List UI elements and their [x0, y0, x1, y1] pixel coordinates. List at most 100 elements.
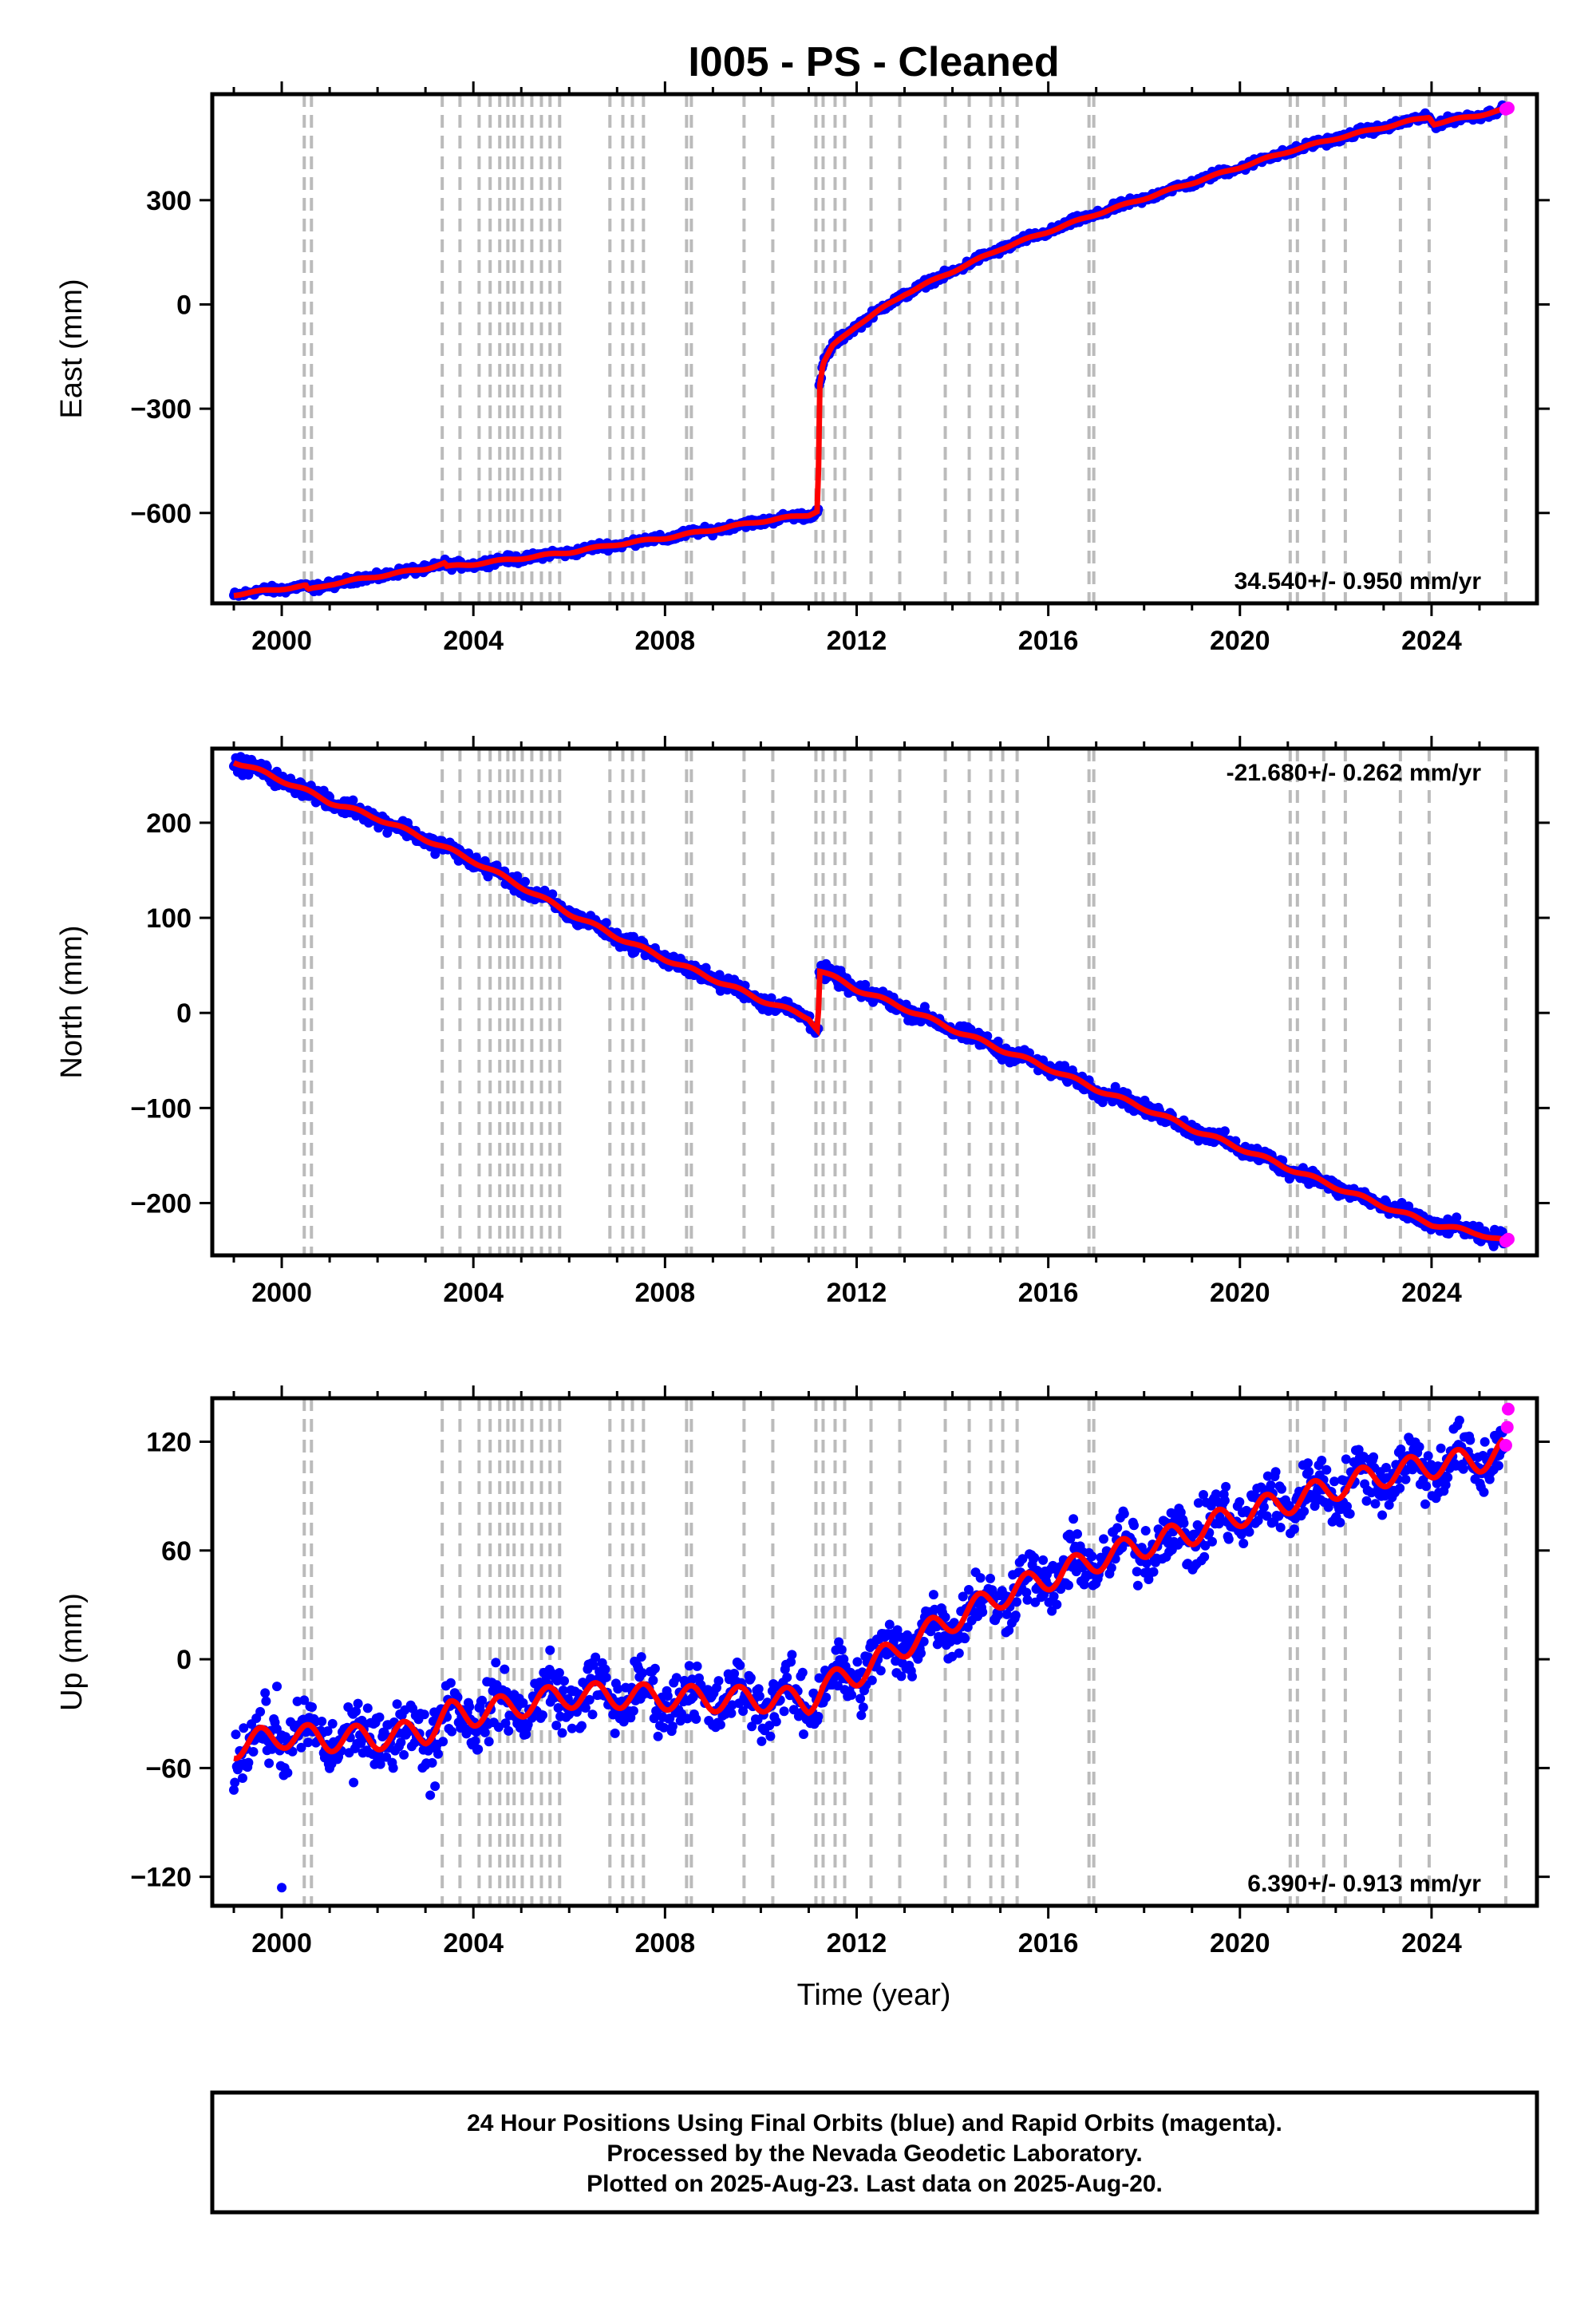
data-point: [374, 1712, 385, 1722]
data-point: [814, 1673, 824, 1683]
data-point: [551, 1721, 562, 1730]
data-point: [1219, 1126, 1230, 1136]
y-tick-label: −600: [130, 499, 192, 529]
figure-title: I005 - PS - Cleaned: [688, 39, 1059, 85]
data-point: [1440, 1480, 1451, 1490]
data-point: [1329, 1476, 1340, 1487]
data-point: [1110, 1081, 1120, 1092]
data-point: [1029, 1552, 1040, 1563]
data-point: [618, 1717, 629, 1727]
data-point: [1369, 1452, 1379, 1462]
data-point: [388, 1763, 398, 1773]
data-point: [684, 1661, 694, 1671]
data-point: [1465, 1435, 1476, 1445]
data-point: [553, 1703, 563, 1713]
data-point: [986, 1573, 995, 1583]
data-point: [786, 1657, 796, 1667]
data-point: [858, 1702, 868, 1713]
data-point: [1284, 1500, 1294, 1511]
east-panel: 2000 2004 2008 2012 2016 2020 2024 −600 −300 0 300…: [55, 81, 1550, 656]
data-point: [788, 1705, 799, 1715]
data-point: [757, 1736, 767, 1746]
data-point: [567, 1723, 577, 1733]
data-point: [1199, 1490, 1208, 1500]
data-point: [1384, 1500, 1394, 1510]
data-point: [726, 1708, 737, 1718]
data-point: [682, 1713, 693, 1724]
x-axis-label: Time (year): [797, 1978, 951, 2012]
north-panel: 2000 2004 2008 2012 2016 2020 2024 −200 −100 0 100…: [55, 736, 1550, 1308]
data-point: [875, 1666, 886, 1676]
data-point: [559, 1676, 569, 1686]
data-point: [896, 1671, 907, 1682]
data-point: [918, 1636, 929, 1646]
outlier-point: [430, 1781, 440, 1792]
data-point: [327, 1718, 338, 1729]
data-point: [264, 1758, 275, 1769]
data-point: [1423, 1451, 1433, 1461]
data-point: [587, 1709, 598, 1720]
data-point: [1421, 1481, 1432, 1492]
x-tick-label: 2016: [1018, 1928, 1079, 1958]
data-point: [520, 876, 530, 887]
data-point: [799, 1729, 808, 1739]
data-point: [1215, 1512, 1225, 1523]
x-tick-label: 2000: [251, 1928, 312, 1958]
data-point: [243, 1757, 254, 1768]
data-point: [1010, 1611, 1021, 1621]
data-point: [1004, 1625, 1014, 1635]
data-point: [1221, 1481, 1231, 1492]
x-tick-label: 2008: [635, 1278, 696, 1308]
y-tick-label: 0: [176, 998, 192, 1029]
data-point: [1236, 1529, 1246, 1539]
data-point: [1304, 1466, 1314, 1476]
data-point: [1099, 1534, 1108, 1544]
y-tick-label: −60: [145, 1753, 192, 1784]
data-point: [1353, 1445, 1364, 1455]
data-point: [255, 1706, 266, 1717]
y-tick-label: 300: [146, 186, 192, 216]
data-point: [1017, 1554, 1028, 1564]
data-point: [1479, 1487, 1489, 1497]
data-point: [610, 1728, 620, 1738]
x-tick-label: 2012: [827, 1278, 887, 1308]
data-point: [964, 1585, 974, 1595]
rapid-orbit-points: [1499, 101, 1515, 116]
data-point: [307, 1702, 317, 1712]
data-point: [303, 1737, 314, 1748]
data-point: [547, 889, 558, 899]
data-point: [399, 1749, 409, 1760]
data-point: [713, 1676, 724, 1686]
outlier-point: [277, 1883, 287, 1893]
data-point: [1211, 1489, 1221, 1500]
data-point: [1175, 1508, 1186, 1518]
data-point: [588, 1660, 598, 1670]
plot-area: [229, 749, 1515, 1255]
data-point: [1193, 1498, 1203, 1508]
data-point: [229, 1784, 239, 1795]
data-point: [473, 1744, 484, 1754]
y-tick-label: −200: [130, 1188, 192, 1219]
data-point: [1266, 1480, 1276, 1490]
rapid-point: [1501, 1232, 1515, 1246]
data-point: [821, 1692, 832, 1702]
footer-line-1: 24 Hour Positions Using Final Orbits (bl…: [467, 2110, 1282, 2136]
data-point: [1065, 1534, 1076, 1543]
data-point: [433, 1749, 443, 1759]
final-orbit-points: [229, 1415, 1508, 1893]
y-tick-label: 200: [146, 808, 192, 839]
data-point: [1436, 1443, 1446, 1453]
data-point: [348, 795, 358, 805]
data-point: [1377, 1510, 1388, 1520]
data-point: [518, 1698, 528, 1708]
plot-frame: [210, 746, 1539, 1258]
rapid-point: [1499, 1439, 1512, 1452]
rapid-point: [1500, 1421, 1514, 1434]
data-point: [993, 1610, 1003, 1620]
y-axis-label: East (mm): [55, 279, 89, 418]
data-point: [671, 1673, 681, 1683]
data-point: [1454, 1415, 1464, 1425]
y-axis-label: North (mm): [55, 925, 89, 1078]
x-tick-label: 2024: [1401, 1278, 1462, 1308]
data-point: [636, 1652, 646, 1662]
